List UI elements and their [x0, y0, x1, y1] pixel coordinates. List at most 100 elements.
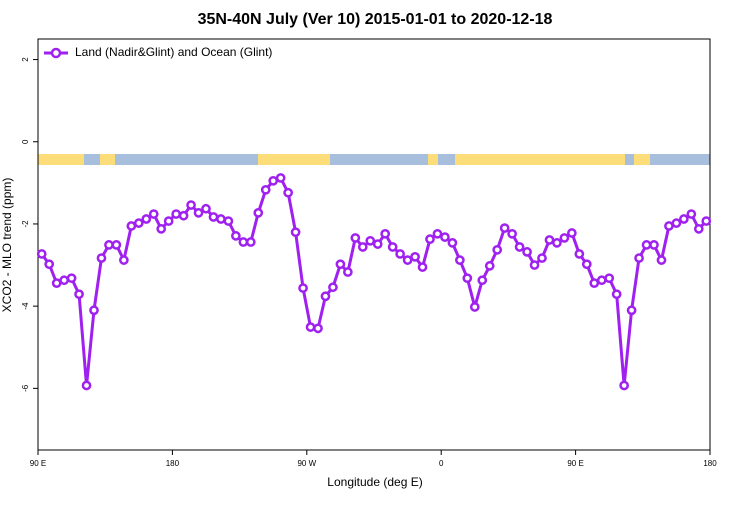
data-point — [104, 240, 114, 250]
data-point — [313, 323, 323, 334]
data-point — [335, 259, 346, 270]
data-point — [201, 203, 211, 214]
data-point — [634, 253, 644, 263]
data-point — [417, 262, 428, 272]
data-point — [544, 235, 555, 245]
land — [634, 154, 650, 165]
data-point — [432, 228, 443, 239]
data-point — [208, 212, 219, 222]
data-point — [186, 200, 196, 210]
data-point — [514, 242, 525, 252]
data-point — [231, 231, 241, 241]
x-tick-label: 90 W — [297, 459, 316, 468]
data-point — [552, 238, 562, 248]
data-point — [649, 240, 659, 250]
data-point — [492, 244, 503, 255]
land — [100, 154, 115, 165]
x-tick-label: 180 — [703, 459, 717, 468]
data-point — [51, 278, 62, 288]
data-point — [111, 240, 122, 250]
data-point — [589, 278, 600, 288]
data-point — [372, 239, 383, 249]
data-point — [126, 221, 137, 231]
ocean — [38, 154, 710, 165]
data-point — [395, 249, 405, 259]
data-point — [178, 210, 189, 221]
data-point — [484, 261, 495, 271]
data-point — [66, 273, 77, 284]
data-point — [529, 260, 540, 270]
y-tick-label: -4 — [21, 302, 30, 310]
data-point — [298, 283, 308, 293]
data-point — [581, 259, 592, 270]
data-point — [238, 237, 249, 247]
data-point — [260, 184, 271, 195]
land-ocean-strip — [38, 154, 710, 165]
data-point — [44, 259, 55, 270]
data-point — [36, 249, 47, 259]
data-point — [559, 233, 570, 243]
data-point — [447, 238, 458, 248]
y-tick-label: 0 — [21, 139, 30, 144]
data-point — [656, 255, 667, 265]
data-point — [148, 209, 159, 219]
data-point — [671, 218, 682, 228]
data-point — [59, 275, 69, 286]
land — [455, 154, 625, 165]
y-axis-label: XCO2 - MLO trend (ppm) — [0, 178, 14, 313]
data-point — [171, 209, 181, 219]
data-point — [305, 322, 316, 332]
data-point — [253, 208, 264, 218]
land — [428, 154, 438, 165]
data-point — [477, 275, 488, 286]
data-point — [387, 242, 398, 252]
data-point — [522, 247, 532, 257]
data-point — [141, 214, 152, 224]
data-point — [679, 214, 689, 224]
data-point — [455, 255, 465, 265]
data-point — [81, 380, 92, 391]
data-point — [320, 291, 331, 302]
x-tick-label: 90 E — [567, 459, 583, 468]
plot-frame — [37, 38, 711, 451]
data-point — [507, 228, 517, 239]
data-point — [686, 209, 697, 219]
chart-title: 35N-40N July (Ver 10) 2015-01-01 to 2020… — [198, 11, 553, 28]
data-point — [596, 275, 607, 286]
data-point — [89, 305, 99, 316]
data-point — [619, 380, 629, 391]
y-tick-label: -6 — [21, 384, 30, 392]
data-point — [268, 175, 279, 186]
data-point — [193, 208, 204, 218]
x-tick-label: 180 — [166, 459, 180, 468]
data-point — [626, 305, 637, 316]
x-tick-label: 0 — [439, 459, 444, 468]
data-point — [223, 216, 234, 226]
data-point — [469, 302, 480, 312]
land — [258, 154, 330, 165]
data-point — [410, 251, 420, 262]
data-point — [216, 214, 226, 224]
data-point — [96, 253, 107, 263]
data-point — [365, 235, 376, 246]
data-point — [425, 234, 435, 245]
data-point — [499, 223, 510, 233]
y-tick-label: 2 — [21, 57, 30, 62]
data-point — [290, 227, 301, 238]
data-point — [664, 221, 674, 231]
data-point — [402, 255, 413, 265]
data-point — [350, 233, 361, 243]
data-point — [275, 173, 286, 183]
data-point — [701, 216, 712, 226]
data-point — [74, 289, 84, 300]
x-tick-label: 90 E — [30, 459, 46, 468]
land — [38, 154, 84, 165]
data-point — [567, 228, 577, 238]
data-point — [245, 237, 256, 247]
data-point — [462, 273, 473, 284]
data-point — [380, 228, 391, 239]
y-tick-label: -2 — [21, 220, 30, 228]
data-point — [328, 282, 338, 293]
